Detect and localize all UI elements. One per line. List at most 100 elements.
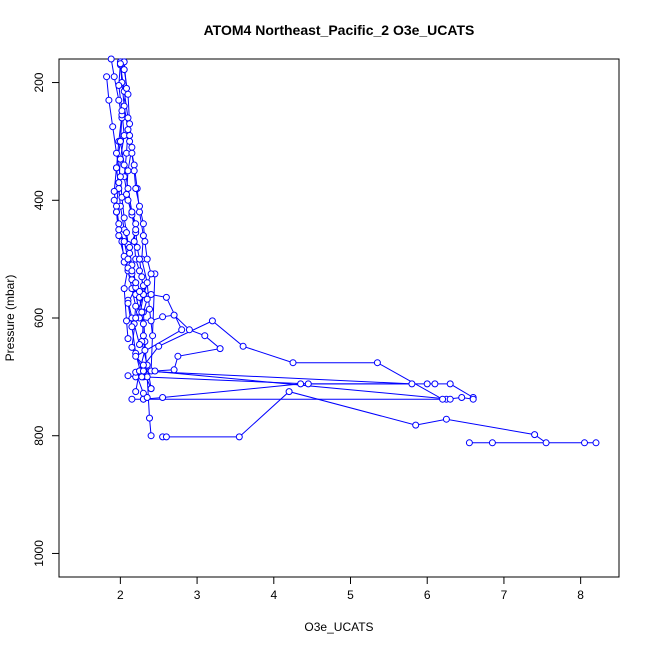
- data-point: [139, 389, 147, 397]
- data-point: [159, 313, 167, 321]
- data-point: [139, 361, 147, 369]
- data-point: [123, 84, 130, 92]
- data-point: [147, 385, 155, 393]
- data-point: [124, 196, 132, 204]
- data-point: [115, 232, 123, 240]
- data-point: [469, 395, 477, 403]
- data-point: [139, 220, 147, 228]
- data-point: [116, 173, 124, 181]
- data-point: [124, 335, 132, 343]
- data-point: [124, 255, 132, 263]
- data-point: [136, 267, 143, 275]
- data-point: [113, 202, 120, 210]
- data-point: [138, 273, 146, 281]
- data-point: [124, 372, 132, 380]
- data-point: [151, 367, 159, 375]
- data-point: [155, 342, 163, 350]
- data-point: [162, 293, 170, 301]
- data-point: [132, 220, 140, 228]
- data-point: [446, 395, 454, 403]
- data-point: [118, 107, 126, 115]
- data-point: [488, 439, 496, 447]
- data-point: [147, 432, 155, 440]
- y-tick-label: 600: [32, 308, 46, 328]
- plot-area: [103, 55, 600, 447]
- chart-title: ATOM4 Northeast_Pacific_2 O3e_UCATS: [204, 22, 475, 38]
- data-point: [143, 255, 151, 263]
- data-point: [201, 332, 209, 340]
- data-point: [146, 305, 153, 313]
- data-point: [115, 179, 123, 187]
- data-point: [124, 185, 132, 192]
- data-point: [185, 326, 193, 334]
- data-point: [139, 367, 147, 375]
- data-point: [458, 394, 466, 401]
- data-point: [116, 155, 124, 163]
- data-point: [141, 346, 149, 354]
- data-point: [147, 291, 155, 298]
- data-point: [128, 343, 136, 351]
- data-point: [423, 380, 431, 388]
- data-point: [110, 187, 118, 195]
- data-point: [446, 380, 454, 388]
- data-point: [136, 255, 143, 263]
- data-point: [113, 149, 120, 157]
- data-point: [116, 137, 124, 145]
- data-point: [139, 232, 147, 240]
- data-point: [138, 308, 146, 316]
- data-point: [126, 132, 134, 139]
- data-point: [146, 414, 153, 422]
- data-point: [162, 433, 170, 441]
- data-point: [107, 55, 115, 63]
- data-point: [124, 90, 132, 98]
- data-point: [465, 439, 473, 447]
- y-tick-label: 200: [32, 72, 46, 92]
- data-point: [439, 395, 447, 403]
- data-point: [132, 388, 140, 396]
- x-tick-label: 3: [194, 588, 201, 602]
- data-point: [103, 73, 111, 81]
- data-point: [128, 149, 136, 157]
- data-point: [136, 202, 143, 210]
- data-point: [147, 317, 155, 325]
- data-point: [109, 123, 117, 131]
- data-point: [126, 243, 134, 251]
- data-point: [289, 359, 297, 367]
- data-point: [126, 120, 134, 128]
- data-point: [113, 164, 120, 172]
- data-point: [123, 229, 130, 237]
- data-point: [136, 341, 143, 348]
- data-point: [132, 279, 140, 287]
- data-point: [130, 161, 138, 169]
- data-point: [235, 433, 243, 441]
- data-point: [120, 238, 128, 245]
- data-point: [128, 143, 136, 151]
- data-point: [110, 196, 118, 204]
- data-point: [128, 395, 136, 403]
- data-point: [136, 288, 143, 295]
- x-tick-label: 2: [117, 588, 124, 602]
- data-point: [128, 323, 136, 331]
- data-point: [531, 431, 539, 439]
- data-point: [143, 295, 151, 303]
- y-axis-label: Pressure (mbar): [3, 275, 17, 362]
- data-point: [178, 326, 186, 334]
- data-point: [130, 167, 138, 175]
- data-point: [216, 345, 224, 353]
- y-tick-label: 800: [32, 425, 46, 445]
- data-point: [285, 388, 293, 396]
- data-point: [123, 317, 130, 325]
- data-point: [128, 267, 136, 275]
- data-point: [115, 96, 123, 104]
- data-point: [542, 439, 550, 447]
- data-point: [124, 126, 132, 134]
- data-point: [120, 214, 128, 222]
- x-tick-label: 4: [270, 588, 277, 602]
- data-point: [412, 421, 420, 429]
- data-point: [208, 317, 216, 325]
- data-point: [139, 332, 147, 340]
- data-point: [143, 394, 151, 401]
- data-point: [115, 220, 123, 228]
